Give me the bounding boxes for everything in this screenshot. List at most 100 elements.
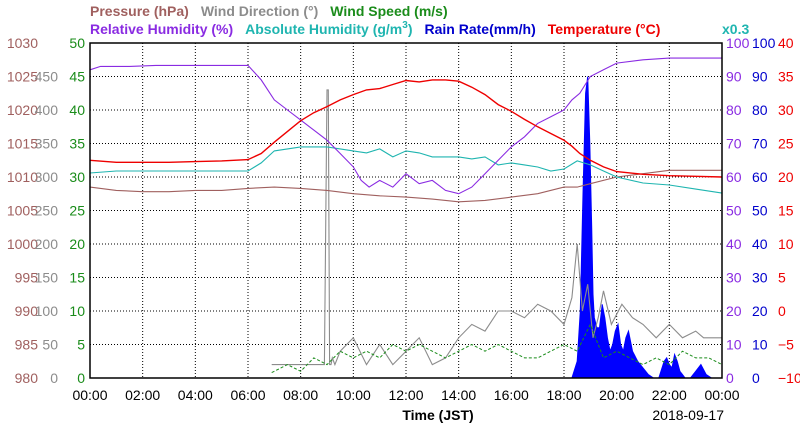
left-tick-label: 150 (35, 270, 59, 286)
right-tick-label: 5 (778, 270, 786, 286)
left-tick-label: 400 (35, 102, 59, 118)
right-tick-label: −5 (778, 337, 794, 353)
x-tick-label: 20:00 (599, 387, 634, 403)
date-label: 2018-09-17 (652, 407, 724, 423)
plot-frame (89, 42, 723, 379)
left-tick-label: 1000 (7, 236, 38, 252)
legend-item: Wind Speed (m/s) (330, 3, 447, 19)
temperature-c-line (89, 79, 723, 178)
x-tick-label: 14:00 (441, 387, 476, 403)
x-tick-label: 06:00 (230, 387, 265, 403)
left-tick-label: 450 (35, 69, 59, 85)
x-axis-label: Time (JST) (402, 407, 473, 423)
right-tick-label: 15 (778, 203, 794, 219)
left-tick-label: 5 (77, 337, 85, 353)
series-group (89, 57, 723, 379)
right-tick-label: 90 (726, 69, 742, 85)
right-tick-label: 30 (726, 270, 742, 286)
right-tick-label: 20 (778, 169, 794, 185)
left-tick-label: 1005 (7, 203, 38, 219)
x-tick-label: 12:00 (388, 387, 423, 403)
legend-item: Relative Humidity (%) (90, 21, 233, 37)
right-tick-label: 40 (752, 236, 768, 252)
left-tick-label: 35 (69, 136, 85, 152)
left-tick-label: 50 (42, 337, 58, 353)
legend-item: Temperature (°C) (548, 21, 661, 37)
right-tick-label: 100 (726, 35, 750, 51)
wind-speed-line (271, 323, 723, 374)
x-tick-label: 22:00 (652, 387, 687, 403)
left-tick-label: 40 (69, 102, 85, 118)
right-tick-label: 10 (726, 337, 742, 353)
left-tick-label: 995 (15, 270, 39, 286)
left-tick-label: 25 (69, 203, 85, 219)
right-tick-label: 50 (726, 203, 742, 219)
left-tick-label: 50 (69, 35, 85, 51)
right-tick-label: 100 (752, 35, 776, 51)
chart-header: Pressure (hPa) Wind Direction (°) Wind Spe… (90, 3, 749, 37)
right-tick-label: 70 (752, 136, 768, 152)
x-tick-label: 02:00 (125, 387, 160, 403)
left-tick-label: 15 (69, 270, 85, 286)
left-tick-label: 0 (50, 370, 58, 386)
legend-item: Rain Rate(mm/h) (425, 21, 536, 37)
right-tick-label: 60 (726, 169, 742, 185)
left-tick-label: 10 (69, 303, 85, 319)
left-axes: 1030102510201015101010051000995990985980… (7, 35, 85, 386)
right-tick-label: 20 (752, 303, 768, 319)
x-tick-label: 00:00 (72, 387, 107, 403)
x-tick-label: 18:00 (546, 387, 581, 403)
right-tick-label: 80 (726, 102, 742, 118)
relative-humidity-line (89, 57, 722, 195)
legend-item: Wind Direction (°) (201, 3, 318, 19)
left-tick-label: 1015 (7, 136, 38, 152)
right-tick-label: 0 (726, 370, 734, 386)
left-tick-label: 250 (35, 203, 59, 219)
right-tick-label: 60 (752, 169, 768, 185)
right-tick-label: −10 (778, 370, 800, 386)
left-tick-label: 20 (69, 236, 85, 252)
right-tick-label: 20 (726, 303, 742, 319)
left-tick-label: 100 (35, 303, 59, 319)
right-tick-label: 10 (752, 337, 768, 353)
left-tick-label: 200 (35, 236, 59, 252)
right-tick-label: 0 (752, 370, 760, 386)
grid (90, 43, 722, 378)
legend-item: Pressure (hPa) (90, 3, 189, 19)
left-tick-label: 350 (35, 136, 59, 152)
right-tick-label: 25 (778, 136, 794, 152)
left-tick-label: 990 (15, 303, 39, 319)
x-tick-label: 04:00 (178, 387, 213, 403)
left-tick-label: 1020 (7, 102, 38, 118)
right-tick-label: 70 (726, 136, 742, 152)
right-axes: 1009080706050403020100100908070605040302… (726, 35, 800, 386)
right-tick-label: 40 (726, 236, 742, 252)
x-tick-label: 08:00 (283, 387, 318, 403)
left-tick-label: 1010 (7, 169, 38, 185)
x-tick-label: 10:00 (336, 387, 371, 403)
left-tick-label: 985 (15, 337, 39, 353)
left-tick-label: 45 (69, 69, 85, 85)
left-tick-label: 1030 (7, 35, 38, 51)
right-tick-label: 30 (752, 270, 768, 286)
left-tick-label: 1025 (7, 69, 38, 85)
right-tick-label: 40 (778, 35, 794, 51)
right-tick-label: 10 (778, 236, 794, 252)
left-tick-label: 300 (35, 169, 59, 185)
x-tick-label: 16:00 (494, 387, 529, 403)
legend-item: Absolute Humidity (g/m3) (245, 20, 412, 37)
right-tick-label: 80 (752, 102, 768, 118)
right-tick-label: 35 (778, 69, 794, 85)
x-tick-label: 00:00 (704, 387, 739, 403)
left-tick-label: 0 (77, 370, 85, 386)
legend-item: x0.3 (722, 21, 749, 37)
absolute-humidity-g-m-line (89, 146, 723, 194)
x-axis: 00:00 02:00 04:00 06:00 08:00 10:00 12:00 14:00… (72, 387, 739, 403)
right-tick-label: 0 (778, 303, 786, 319)
right-tick-label: 50 (752, 203, 768, 219)
left-tick-label: 30 (69, 169, 85, 185)
right-tick-label: 90 (752, 69, 768, 85)
pressure-hpa-line (89, 169, 722, 203)
left-tick-label: 980 (15, 370, 39, 386)
